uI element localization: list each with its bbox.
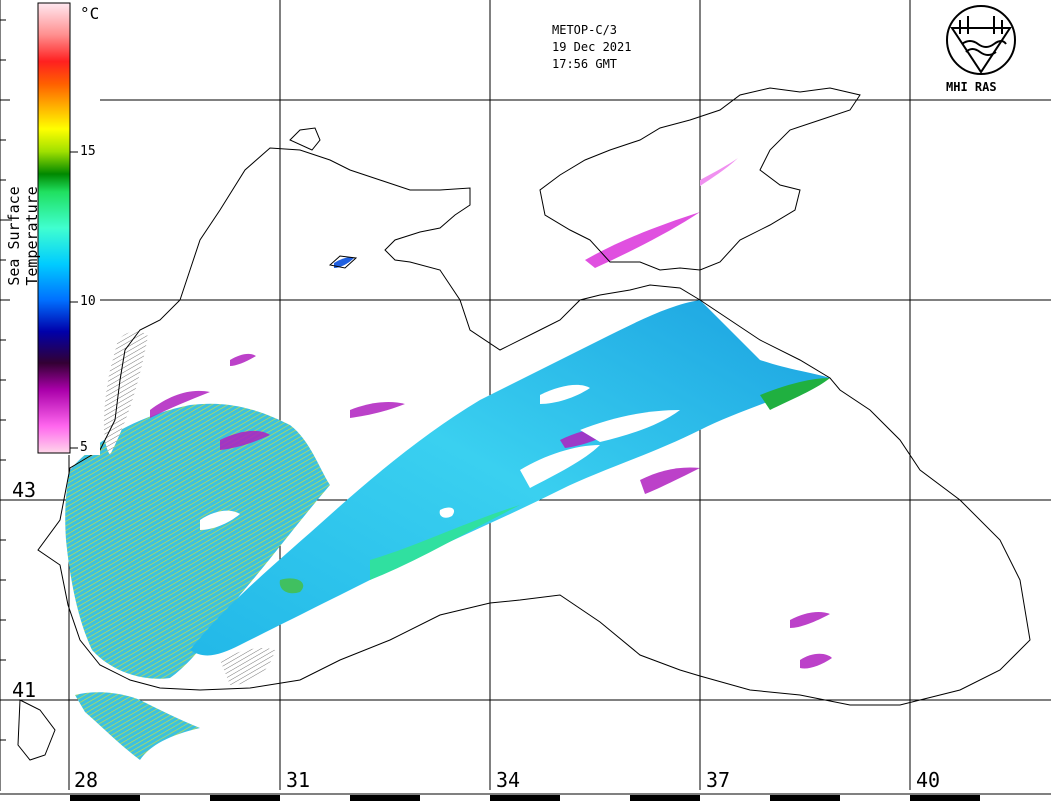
sst-field [65, 158, 832, 685]
lon-label-28: 28 [74, 768, 99, 792]
colorbar-tick-10: 10 [80, 294, 96, 309]
colorbar-unit: °C [80, 4, 100, 23]
date-label: 19 Dec 2021 [552, 40, 632, 54]
mhi-ras-emblem-icon [946, 5, 1016, 75]
time-label: 17:56 GMT [552, 57, 618, 71]
colorbar-title: Sea Surface Temperature [5, 186, 41, 286]
left-ruler [0, 0, 10, 801]
colorbar-tick-5: 5 [80, 440, 88, 455]
satellite-label: METOP-C/3 [552, 23, 618, 37]
lon-label-31: 31 [286, 768, 311, 792]
header-block: METOP-C/3 19 Dec 2021 17:56 GMT [552, 22, 631, 73]
lon-label-40: 40 [916, 768, 941, 792]
lat-label-43: 43 [12, 478, 37, 502]
lon-label-34: 34 [496, 768, 521, 792]
colorbar [0, 0, 100, 455]
coastline [17, 87, 1031, 761]
lon-label-37: 37 [706, 768, 731, 792]
logo-text: MHI RAS [946, 80, 997, 94]
bottom-ruler [0, 791, 1051, 801]
colorbar-tick-15: 15 [80, 144, 96, 159]
lat-label-41: 41 [12, 678, 37, 702]
sst-marmara [75, 692, 200, 760]
